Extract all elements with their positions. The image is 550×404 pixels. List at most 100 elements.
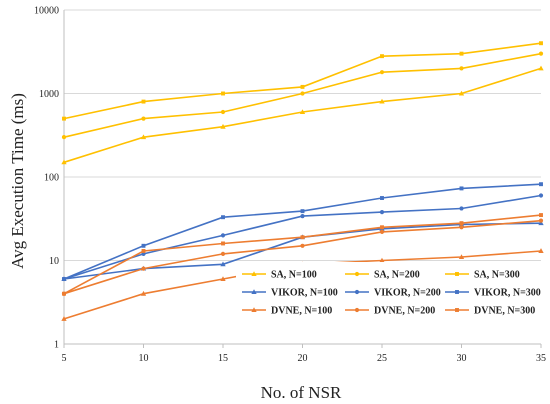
data-point (539, 213, 543, 218)
legend-item: SA, N=100 (242, 270, 317, 281)
y-tick-label: 10000 (34, 6, 59, 17)
legend-label: SA, N=100 (271, 270, 317, 281)
x-axis-title: No. of NSR (261, 383, 342, 402)
data-point (379, 98, 385, 104)
data-point (538, 248, 544, 253)
data-point (379, 209, 385, 215)
data-point (380, 54, 384, 59)
data-point (140, 290, 147, 296)
data-point (220, 261, 226, 267)
x-tick-label: 5 (62, 353, 67, 364)
legend-swatch-marker (455, 272, 459, 276)
data-point (538, 218, 544, 223)
data-point (379, 70, 385, 75)
data-point (220, 123, 226, 129)
data-point (380, 196, 384, 200)
data-point (141, 99, 146, 104)
data-point (459, 206, 464, 211)
legend-swatch-marker (251, 307, 257, 312)
data-point (459, 186, 464, 191)
data-point (459, 66, 464, 71)
legend-swatch-marker (455, 308, 459, 312)
data-point (539, 41, 543, 46)
legend-label: VIKOR, N=100 (271, 288, 338, 299)
data-point (220, 276, 226, 281)
data-point (538, 65, 544, 71)
data-point (141, 243, 146, 248)
y-tick-label: 10 (49, 256, 59, 267)
data-point (459, 51, 464, 56)
data-point (141, 116, 146, 121)
legend-swatch-marker (354, 289, 360, 295)
legend-label: DVNE, N=100 (271, 306, 332, 317)
data-point (300, 84, 305, 89)
data-point (539, 182, 543, 187)
legend-swatch-marker (251, 289, 257, 294)
x-tick-label: 15 (218, 353, 228, 364)
series-line (63, 42, 542, 120)
x-tick-label: 35 (536, 353, 546, 364)
y-tick-label: 1000 (39, 89, 59, 100)
axes: 1 10 100 1000 10000 5 10 15 20 25 30 35 (34, 6, 546, 365)
legend-label: SA, N=300 (474, 270, 520, 281)
data-point (141, 266, 146, 271)
data-point (221, 91, 225, 96)
x-tick-label: 20 (298, 353, 308, 364)
series-line (63, 67, 542, 164)
legend-item: DVNE, N=300 (445, 306, 535, 317)
data-point (538, 193, 544, 198)
x-tick-label: 30 (457, 353, 467, 364)
data-point (458, 254, 465, 260)
data-point (458, 90, 465, 96)
legend-label: VIKOR, N=300 (474, 288, 541, 299)
legend-label: VIKOR, N=200 (374, 288, 441, 299)
data-point (299, 109, 306, 114)
legend-item: VIKOR, N=100 (242, 288, 338, 299)
y-tick-label: 100 (44, 173, 59, 184)
series-sa-n-200 (61, 51, 544, 140)
data-point (379, 229, 385, 235)
legend: SA, N=100 VIKOR, N=100 DVNE, N=100 SA, N=20… (236, 262, 541, 324)
data-point (379, 257, 385, 263)
y-tick-label: 1 (54, 340, 59, 351)
data-point (62, 291, 66, 296)
x-tick-label: 25 (377, 353, 387, 364)
legend-swatch-marker (354, 271, 360, 277)
data-point (62, 277, 66, 281)
data-point (300, 214, 305, 219)
legend-label: DVNE, N=200 (374, 306, 435, 317)
legend-item: VIKOR, N=300 (445, 288, 541, 299)
data-point (220, 233, 226, 238)
legend-item: SA, N=200 (345, 270, 420, 281)
x-tick-label: 10 (139, 353, 149, 364)
data-point (221, 241, 225, 246)
legend-background (236, 262, 534, 324)
series-dvne-n-300 (62, 213, 543, 296)
series-vikor-n-300 (62, 182, 543, 281)
data-point (61, 159, 67, 165)
legend-swatch-marker (354, 307, 360, 313)
data-point (300, 235, 305, 240)
legend-swatch-marker (251, 271, 257, 276)
series-sa-n-100 (61, 65, 544, 165)
data-point (459, 221, 464, 226)
data-point (459, 225, 464, 230)
data-point (300, 209, 305, 214)
data-point (300, 91, 305, 96)
data-point (300, 243, 305, 248)
data-point (220, 109, 226, 115)
legend-item: VIKOR, N=200 (345, 288, 441, 299)
legend-item: DVNE, N=200 (345, 306, 435, 317)
data-point (140, 134, 147, 140)
legend-item: SA, N=300 (445, 270, 520, 281)
series-sa-n-300 (62, 41, 543, 121)
legend-item: DVNE, N=100 (242, 306, 332, 317)
y-axis-title: Avg Execution Time (ms) (8, 93, 27, 269)
data-point (61, 135, 67, 140)
data-point (380, 225, 384, 230)
data-point (221, 215, 225, 220)
data-point (538, 51, 544, 56)
legend-swatch-marker (455, 290, 459, 294)
legend-label: SA, N=200 (374, 270, 420, 281)
data-point (220, 251, 226, 256)
